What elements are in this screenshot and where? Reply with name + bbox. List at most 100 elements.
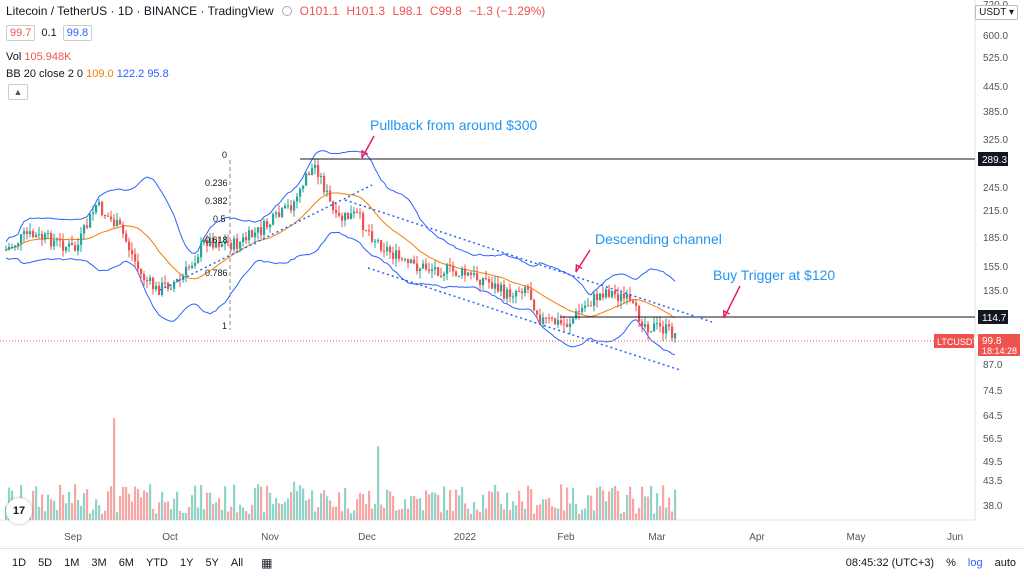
volume-bar [602, 490, 605, 520]
candle-body [419, 268, 422, 272]
volume-bar [296, 490, 299, 520]
volume-bar [83, 493, 86, 520]
volume-bar [401, 509, 404, 520]
time-tick: Sep [64, 532, 82, 543]
vol-label: Vol [6, 51, 22, 63]
candle-body [566, 324, 569, 327]
candle-body [50, 233, 53, 247]
range-1y[interactable]: 1Y [179, 557, 194, 569]
volume-bar [110, 486, 113, 520]
candle-body [485, 278, 488, 280]
price-chart[interactable]: 0 0.236 0.382 0.5 0.618 0.786 1 Pullback from a… [0, 0, 1024, 548]
buy-trigger-arrow[interactable] [723, 285, 741, 319]
volume-bar [323, 490, 326, 520]
candle-body [620, 293, 623, 301]
volume-bar [515, 505, 518, 520]
candle-body [452, 265, 455, 272]
range-3m[interactable]: 3M [91, 557, 107, 569]
ascending-trendline[interactable] [159, 184, 373, 291]
fib-level-label: 0 [222, 150, 227, 160]
volume-bar [416, 498, 419, 520]
candle-body [62, 240, 65, 251]
auto-toggle[interactable]: auto [994, 557, 1016, 569]
volume-bar [218, 498, 221, 520]
range-ytd[interactable]: YTD [145, 557, 168, 569]
candle-body [410, 259, 413, 264]
time-axis: Sep Oct Nov Dec 2022 Feb Mar Apr May Jun [64, 532, 963, 543]
channel-upper-line[interactable] [344, 199, 713, 323]
clock-time[interactable]: 08:45:32 (UTC+3) [845, 557, 935, 569]
candle-body [134, 254, 137, 262]
annotation-buy-trigger[interactable]: Buy Trigger at $120 [713, 267, 835, 283]
candle-body [551, 317, 554, 319]
candle-body [464, 268, 467, 276]
volume-bar [623, 511, 626, 520]
candle-body [515, 290, 518, 297]
price-tick: 185.0 [983, 233, 1008, 244]
volume-bar [236, 512, 239, 520]
range-5y[interactable]: 5Y [205, 557, 219, 569]
candle-body [362, 213, 365, 231]
candle-body [368, 230, 371, 232]
candle-body [242, 237, 245, 243]
volume-bar [212, 503, 215, 520]
volume-bar [197, 507, 200, 520]
candle-body [152, 277, 155, 290]
range-5d[interactable]: 5D [38, 557, 53, 569]
calendar-range-icon[interactable]: ▦ [261, 556, 273, 570]
volume-bar [161, 491, 164, 520]
percent-toggle[interactable]: % [946, 557, 956, 569]
candle-body [578, 311, 581, 313]
price-tick: 385.0 [983, 107, 1008, 118]
candle-body [110, 216, 113, 220]
volume-bar [137, 489, 140, 520]
volume-bar [47, 494, 50, 520]
volume-bar [527, 485, 530, 520]
buy-button[interactable]: 99.8 [62, 25, 93, 41]
candle-body [422, 263, 425, 269]
bb-lower-value: 95.8 [147, 68, 169, 80]
volume-bar [494, 484, 497, 520]
candle-body [23, 231, 26, 235]
channel-lower-line[interactable] [367, 267, 681, 371]
range-1m[interactable]: 1M [64, 557, 80, 569]
volume-bar [347, 508, 350, 520]
volume-bar [476, 509, 479, 520]
log-toggle[interactable]: log [967, 557, 983, 569]
candle-body [608, 289, 611, 297]
volume-bar [146, 492, 149, 520]
volume-bar [557, 508, 560, 520]
volume-bar [647, 496, 650, 520]
range-all[interactable]: All [230, 557, 244, 569]
candle-body [170, 288, 173, 290]
candle-body [383, 250, 386, 252]
range-1d[interactable]: 1D [12, 557, 27, 569]
volume-bar [269, 492, 272, 520]
candle-body [395, 250, 398, 259]
volume-bar [380, 504, 383, 520]
bb-label: BB 20 close 2 0 [6, 68, 84, 80]
bb-legend[interactable]: BB 20 close 2 0 109.0 122.2 95.8 [6, 68, 169, 80]
candle-body [101, 201, 104, 216]
volume-bar [554, 507, 557, 520]
volume-bar [65, 503, 68, 520]
annotation-channel[interactable]: Descending channel [595, 231, 722, 247]
candle-body [488, 279, 491, 283]
range-6m[interactable]: 6M [118, 557, 134, 569]
symbol-title[interactable]: Litecoin / TetherUS · 1D · BINANCE · Tra… [6, 4, 274, 18]
time-tick: 2022 [454, 532, 477, 543]
currency-select[interactable]: USDT ▾ [975, 5, 1018, 20]
time-tick: Oct [162, 532, 178, 543]
sell-button[interactable]: 99.7 [6, 25, 36, 41]
collapse-legend-icon[interactable]: ▲ [8, 84, 28, 100]
candle-body [611, 290, 614, 297]
candle-body [149, 277, 152, 282]
volume-bar [620, 513, 623, 520]
pullback-arrow[interactable] [361, 135, 375, 159]
volume-legend[interactable]: Vol 105.948K [6, 51, 71, 63]
volume-bar [551, 506, 554, 520]
annotation-pullback[interactable]: Pullback from around $300 [370, 117, 538, 133]
volume-bar [167, 501, 170, 520]
channel-arrow[interactable] [575, 249, 591, 273]
price-axis: 38.0 43.5 49.5 56.5 64.5 74.5 87.0 135.0 155.0 18… [934, 0, 1020, 512]
